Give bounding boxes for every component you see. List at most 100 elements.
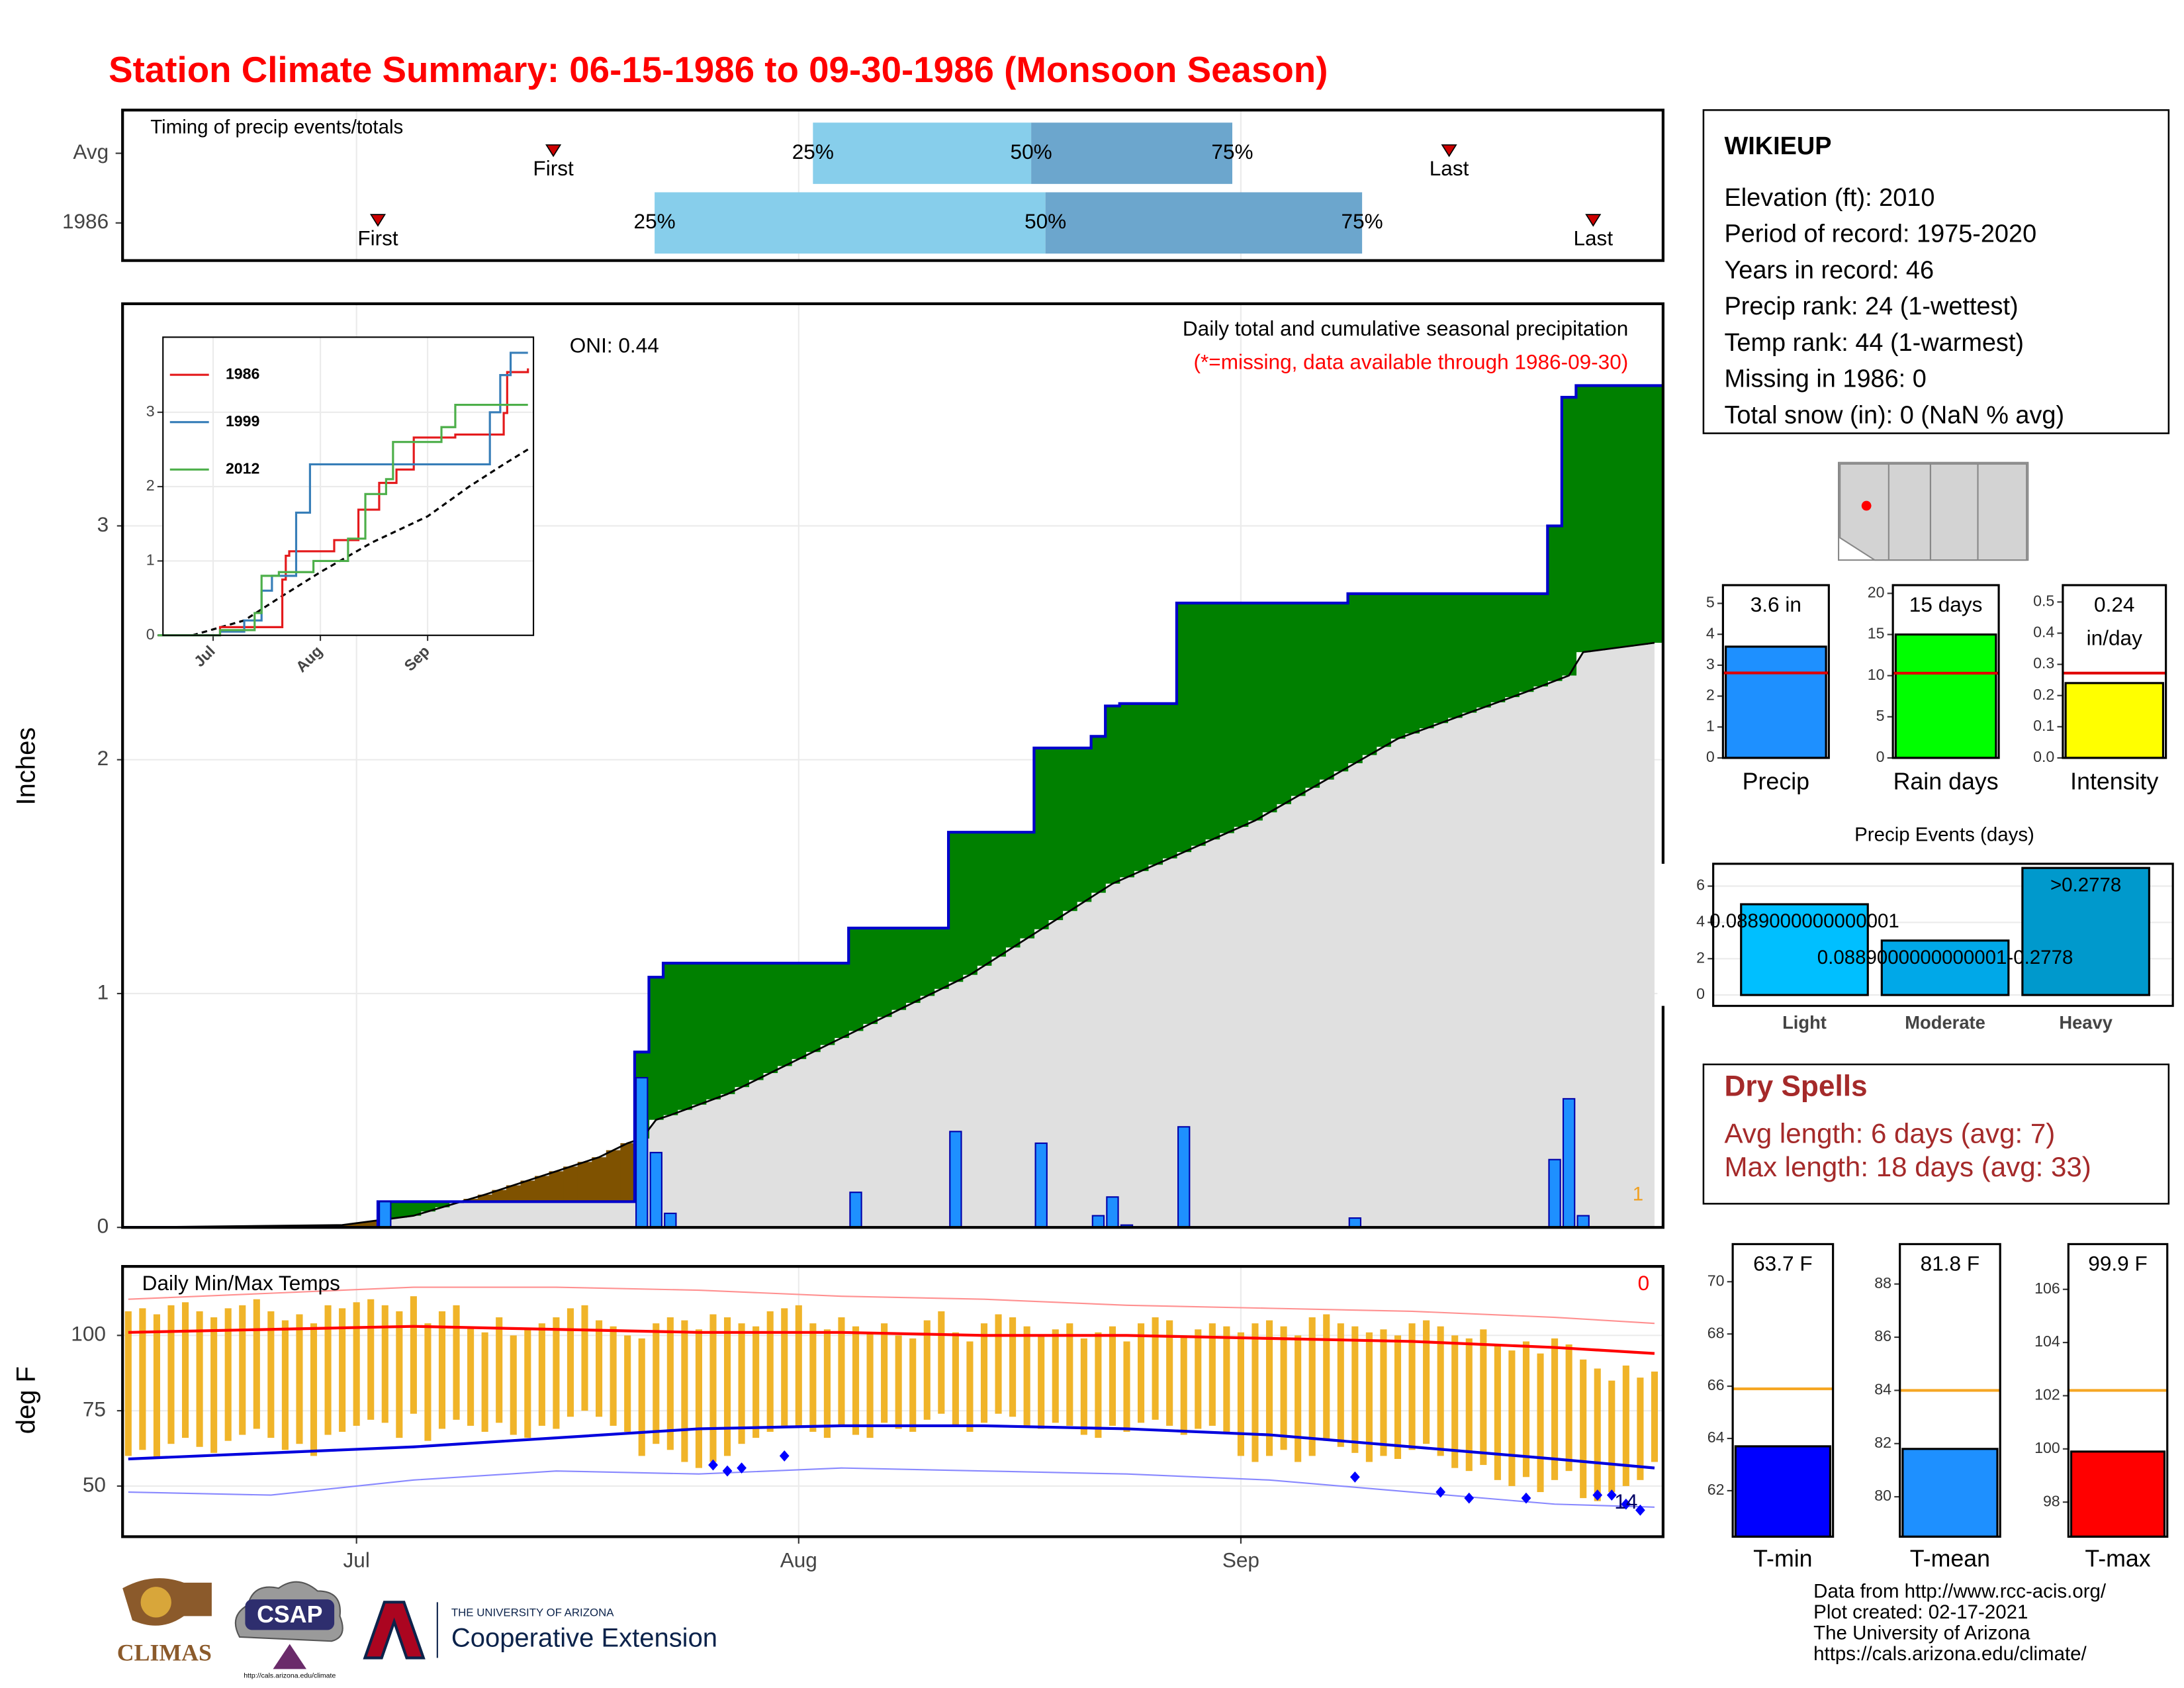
anomaly-fill (1476, 593, 1491, 708)
anomaly-fill (1234, 603, 1249, 827)
temp-bar (1351, 1326, 1359, 1453)
y-tick-label: 4 (1696, 913, 1705, 930)
temp-bar (453, 1305, 460, 1420)
oni-label: ONI: 0.44 (570, 333, 659, 357)
y-tick-label: 2 (1706, 686, 1715, 704)
anomaly-fill (1304, 603, 1320, 788)
precip-bar (1562, 1098, 1576, 1228)
precip-bar (649, 1152, 662, 1228)
anomaly-fill (592, 1157, 607, 1202)
anomaly-fill (1191, 603, 1206, 846)
temp-bar (653, 1323, 660, 1444)
panel-frame (121, 302, 1664, 1229)
y-tick-label: 0.0 (2033, 748, 2054, 765)
precip-bar (1348, 1217, 1362, 1228)
temp-bar (1365, 1332, 1373, 1462)
anomaly-fill (1291, 603, 1306, 796)
locator-map (1838, 461, 2029, 561)
quartile-bar (813, 122, 1032, 184)
anomaly-fill (1576, 385, 1591, 653)
record-low-marker (1464, 1492, 1475, 1504)
value-label: 81.8 F (1920, 1252, 1980, 1276)
temp-bar (938, 1311, 945, 1414)
temp-bar (1608, 1380, 1615, 1493)
anomaly-fill (1005, 832, 1021, 948)
anomaly-fill (1633, 385, 1648, 645)
panel-subtitle: (*=missing, data available through 1986-… (1194, 350, 1629, 374)
anomaly-fill (1334, 603, 1349, 772)
logo-shape (273, 1644, 307, 1669)
summary-bar (2064, 682, 2165, 759)
value-label: 63.7 F (1753, 1252, 1813, 1276)
event-bar (2021, 867, 2150, 996)
temp-bar (310, 1323, 318, 1456)
y-tick-label: 1 (97, 980, 109, 1004)
station-line: Precip rank: 24 (1-wettest) (1724, 293, 2018, 320)
dry-spells-line: Avg length: 6 days (avg: 7) (1724, 1117, 2055, 1149)
x-tick-label: Heavy (2059, 1012, 2113, 1033)
anomaly-fill (1148, 703, 1163, 865)
quartile-label: 50% (1011, 140, 1052, 164)
temp-bar (224, 1308, 232, 1441)
temp-bar (1323, 1314, 1330, 1441)
temp-bar (1180, 1335, 1187, 1435)
temp-bar (909, 1338, 917, 1432)
temp-bar (1537, 1353, 1544, 1493)
value-label-box: 81.8 F (1920, 1252, 1980, 1276)
precip-plot (122, 303, 1663, 1228)
precip-bar (849, 1192, 862, 1228)
x-tick-label: Jul (343, 1548, 370, 1572)
normal-line (128, 641, 1655, 1228)
anomaly-fill (406, 1201, 422, 1216)
event-marker (1441, 144, 1457, 158)
y-tick-label: 3 (1706, 655, 1715, 673)
precip-bar (1034, 1142, 1048, 1228)
anomaly-fill (1105, 706, 1120, 884)
temp-bar (1437, 1326, 1444, 1456)
event-bar (1740, 903, 1869, 996)
anomaly-fill (905, 928, 921, 1004)
y-tick-label: 70 (1707, 1272, 1725, 1289)
anomaly-fill (1547, 526, 1563, 681)
anomaly-fill (877, 928, 892, 1017)
summary-bar (1901, 1448, 1999, 1538)
temp-bar (1295, 1335, 1302, 1462)
temp-bar (1166, 1320, 1173, 1426)
legend-label: 1999 (226, 412, 260, 430)
temp-bar (1494, 1344, 1501, 1480)
y-tick-label: 68 (1707, 1324, 1725, 1341)
temp-bar (196, 1311, 203, 1447)
anomaly-fill (1062, 748, 1077, 912)
y-tick-label: 5 (1706, 594, 1715, 611)
logo-shape (245, 1599, 335, 1630)
cumulative-line (122, 384, 1663, 1228)
y-tick-label: 75 (83, 1397, 106, 1421)
anomaly-fill (705, 963, 721, 1100)
dry-spells-title: Dry Spells (1724, 1070, 1867, 1102)
y-tick-label: 15 (1868, 625, 1885, 642)
dry-spells-line: Max length: 18 days (avg: 33) (1724, 1151, 2091, 1182)
record-low-marker (1521, 1492, 1531, 1504)
y-tick-label: 62 (1707, 1481, 1725, 1498)
station-name: WIKIEUP (1724, 132, 1831, 160)
quartile-bar (1031, 122, 1232, 184)
temp-bar (1465, 1338, 1473, 1472)
summary-bar (2070, 1450, 2166, 1538)
category-label: Rain days (1893, 768, 1999, 794)
temp-bar (1251, 1323, 1259, 1462)
panel-title: Daily Min/Max Temps (142, 1271, 340, 1295)
footer-line: https://cals.arizona.edu/climate/ (1813, 1643, 2087, 1665)
y-tick-label: 104 (2034, 1333, 2060, 1350)
x-tick-label: Aug (780, 1548, 817, 1572)
anomaly-fill (1048, 748, 1064, 921)
category-label: Precip (1743, 768, 1809, 794)
station-box (1702, 109, 2170, 434)
temp-bar (1123, 1341, 1130, 1432)
temp-bar (1580, 1359, 1587, 1499)
event-marker (545, 144, 562, 158)
temp-bar (267, 1311, 275, 1438)
legend-label: 1986 (226, 365, 260, 382)
temp-bar (866, 1332, 874, 1438)
y-tick-label: 66 (1707, 1376, 1725, 1393)
event-marker (1585, 214, 1602, 227)
